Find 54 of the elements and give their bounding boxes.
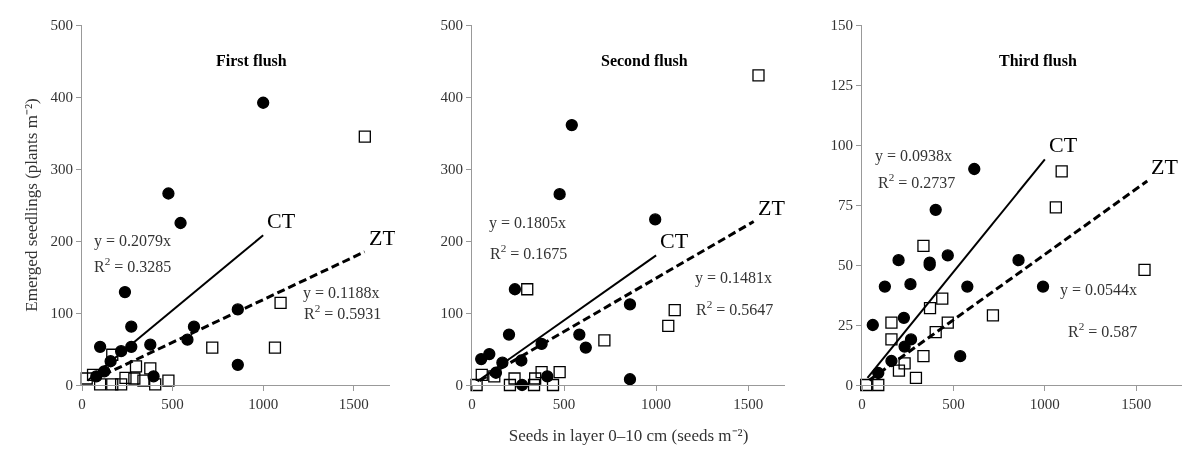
- annotation: y = 0.1805x: [489, 214, 567, 232]
- x-axis-title: Seeds in layer 0–10 cm (seeds m⁻²): [508, 426, 749, 446]
- x-tick-label: 1500: [338, 396, 369, 412]
- y-tick-label: 100: [440, 305, 463, 322]
- x-tick-label: 1000: [641, 396, 672, 412]
- annotation: R$^{2}$ = 0.5647: [696, 298, 774, 318]
- text: Second flush: [601, 52, 688, 69]
- y-tick-label: 500: [50, 17, 73, 34]
- series-label: CT: [1049, 132, 1078, 157]
- x-tick-label: 500: [161, 396, 184, 412]
- y-tick-label: 200: [440, 233, 463, 250]
- x-tick-label: 0: [468, 396, 476, 412]
- series-label: ZT: [1151, 154, 1179, 179]
- x-tick-label: 1500: [733, 396, 764, 412]
- y-tick-label: 400: [440, 89, 463, 106]
- y-tick-label: 25: [838, 317, 853, 334]
- y-tick-label: 0: [455, 377, 463, 394]
- y-tick-label: 50: [838, 257, 853, 274]
- text: First flush: [216, 52, 287, 69]
- annotation: y = 0.1481x: [695, 269, 773, 287]
- annotation: R$^{2}$ = 0.3285: [94, 255, 172, 275]
- series-label: ZT: [758, 195, 786, 220]
- annotation: R$^{2}$ = 0.5931: [304, 302, 382, 322]
- series-label: ZT: [369, 225, 397, 250]
- y-tick-label: 0: [845, 377, 853, 394]
- annotation: y = 0.0544x: [1060, 281, 1138, 299]
- series-label: CT: [660, 228, 689, 253]
- x-tick-label: 500: [552, 396, 576, 412]
- annotation: y = 0.2079x: [94, 232, 172, 250]
- y-axis-title: Emerged seedlings (plants m⁻²): [22, 98, 42, 312]
- annotation: y = 0.0938x: [875, 147, 953, 165]
- y-tick-label: 500: [440, 17, 463, 34]
- x-tick-label: 1000: [248, 396, 279, 412]
- y-tick-label: 0: [65, 377, 73, 394]
- text: Third flush: [999, 52, 1077, 69]
- y-tick-label: 200: [50, 233, 73, 250]
- series-label: CT: [267, 208, 296, 233]
- y-tick-label: 100: [830, 137, 853, 154]
- y-tick-label: 75: [838, 197, 853, 214]
- y-tick-label: 300: [50, 161, 73, 178]
- x-tick-label: 0: [858, 396, 866, 412]
- y-tick-label: 150: [830, 17, 853, 34]
- annotation: R$^{2}$ = 0.2737: [878, 171, 956, 191]
- x-tick-label: 0: [78, 396, 86, 412]
- x-tick-label: 500: [942, 396, 965, 412]
- y-tick-label: 125: [830, 77, 853, 94]
- x-tick-label: 1000: [1029, 396, 1060, 412]
- y-tick-label: 400: [50, 89, 73, 106]
- annotation: y = 0.1188x: [303, 284, 380, 302]
- annotation: R$^{2}$ = 0.1675: [490, 242, 568, 262]
- y-tick-label: 300: [440, 161, 463, 178]
- annotation: R$^{2}$ = 0.587: [1068, 320, 1138, 340]
- y-tick-label: 100: [50, 305, 73, 322]
- x-tick-label: 1500: [1121, 396, 1152, 412]
